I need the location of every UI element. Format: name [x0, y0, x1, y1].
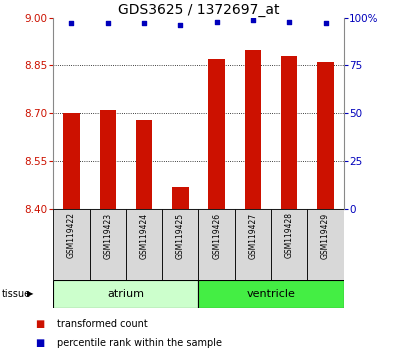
Bar — [126, 209, 162, 280]
Text: percentile rank within the sample: percentile rank within the sample — [57, 338, 222, 348]
Bar — [245, 50, 261, 209]
Point — [322, 21, 329, 26]
Text: GSM119426: GSM119426 — [212, 212, 221, 258]
Bar — [63, 113, 80, 209]
Text: GSM119422: GSM119422 — [67, 212, 76, 258]
Bar — [90, 209, 126, 280]
Point — [250, 17, 256, 22]
Text: ■: ■ — [35, 338, 44, 348]
Bar — [199, 280, 344, 308]
Text: ventricle: ventricle — [246, 289, 295, 299]
Text: GSM119423: GSM119423 — [103, 212, 112, 258]
Point — [141, 21, 147, 26]
Bar — [199, 209, 235, 280]
Bar — [53, 209, 90, 280]
Text: GSM119425: GSM119425 — [176, 212, 185, 258]
Text: ■: ■ — [35, 319, 44, 329]
Bar — [100, 110, 116, 209]
Point — [213, 19, 220, 24]
Text: tissue: tissue — [2, 289, 31, 299]
Bar — [172, 187, 188, 209]
Bar — [235, 209, 271, 280]
Text: GSM119427: GSM119427 — [248, 212, 258, 258]
Text: GSM119428: GSM119428 — [285, 212, 294, 258]
Bar — [53, 280, 199, 308]
Bar — [281, 56, 297, 209]
Point — [68, 21, 75, 26]
Text: transformed count: transformed count — [57, 319, 148, 329]
Bar — [307, 209, 344, 280]
Point — [177, 23, 184, 28]
Text: GSM119424: GSM119424 — [139, 212, 149, 258]
Title: GDS3625 / 1372697_at: GDS3625 / 1372697_at — [118, 3, 279, 17]
Bar — [317, 62, 334, 209]
Point — [286, 19, 292, 24]
Bar — [162, 209, 199, 280]
Text: ▶: ▶ — [27, 289, 33, 298]
Bar — [271, 209, 307, 280]
Text: atrium: atrium — [107, 289, 145, 299]
Text: GSM119429: GSM119429 — [321, 212, 330, 258]
Bar — [136, 120, 152, 209]
Bar — [209, 59, 225, 209]
Point — [105, 21, 111, 26]
